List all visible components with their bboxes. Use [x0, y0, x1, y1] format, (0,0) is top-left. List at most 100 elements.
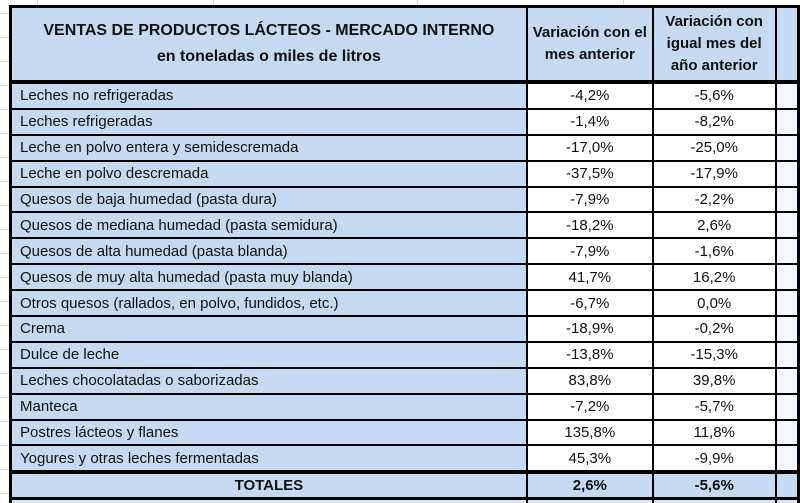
equivalents-yoy-cell[interactable]: -4,9%: [651, 497, 777, 503]
product-name-cell[interactable]: Yogures y otras leches fermentadas: [9, 444, 528, 474]
table-row: Otros quesos (rallados, en polvo, fundid…: [9, 289, 800, 318]
table-row: Leches refrigeradas -1,4% -8,2%: [9, 107, 800, 136]
col-header-line: igual mes del: [666, 35, 762, 53]
partial-header-cell: [774, 5, 800, 84]
totals-row: TOTALES 2,6% -5,6%: [9, 470, 800, 501]
col-header-line: año anterior: [670, 56, 758, 74]
equivalents-row: Ventas de Productos Lácteos en litros de…: [9, 497, 800, 503]
partial-cell: [774, 366, 800, 395]
yoy-value-cell[interactable]: -15,3%: [651, 340, 777, 369]
dairy-sales-table: VENTAS DE PRODUCTOS LÁCTEOS - MERCADO IN…: [9, 5, 800, 503]
product-name-cell[interactable]: Crema: [9, 315, 528, 343]
partial-cell: [774, 133, 800, 162]
product-name-cell[interactable]: Leches chocolatadas o saborizadas: [9, 366, 528, 395]
col-header-month-over-month[interactable]: Variación con el mes anterior: [525, 5, 654, 84]
table-title-cell[interactable]: VENTAS DE PRODUCTOS LÁCTEOS - MERCADO IN…: [9, 5, 528, 84]
col-header-line: mes anterior: [544, 46, 635, 63]
margin-gridline: [213, 0, 214, 5]
table-row: Leche en polvo entera y semidescremada -…: [9, 133, 800, 162]
equivalents-mom-cell[interactable]: -8,0%: [525, 497, 654, 503]
product-name-cell[interactable]: Quesos de alta humedad (pasta blanda): [9, 237, 528, 266]
table-row: Manteca -7,2% -5,7%: [9, 392, 800, 421]
partial-cell: [774, 185, 800, 214]
mom-value-cell[interactable]: -13,8%: [525, 340, 654, 369]
product-name-cell[interactable]: Otros quesos (rallados, en polvo, fundid…: [9, 289, 528, 318]
partial-cell: [774, 289, 800, 318]
table-row: Postres lácteos y flanes 135,8% 11,8%: [9, 418, 800, 447]
yoy-value-cell[interactable]: -9,9%: [651, 444, 777, 474]
mom-value-cell[interactable]: -7,9%: [525, 185, 654, 214]
margin-gridline: [623, 0, 624, 5]
partial-cell: [774, 263, 800, 292]
product-name-cell[interactable]: Leche en polvo entera y semidescremada: [9, 133, 528, 162]
partial-cell: [774, 211, 800, 240]
mom-value-cell[interactable]: -6,7%: [525, 289, 654, 318]
totals-mom-cell[interactable]: 2,6%: [525, 470, 654, 501]
table-row: Quesos de mediana humedad (pasta semidur…: [9, 211, 800, 240]
partial-cell: [774, 392, 800, 421]
table-title-line1: VENTAS DE PRODUCTOS LÁCTEOS - MERCADO IN…: [43, 22, 495, 40]
yoy-value-cell[interactable]: -5,7%: [651, 392, 777, 421]
table-row: Leche en polvo descremada -37,5% -17,9%: [9, 159, 800, 188]
mom-value-cell[interactable]: -18,9%: [525, 315, 654, 343]
partial-cell: [774, 470, 800, 501]
mom-value-cell[interactable]: -4,2%: [525, 81, 654, 110]
margin-gridline: [417, 0, 418, 5]
table-row: Leches no refrigeradas -4,2% -5,6%: [9, 81, 800, 110]
yoy-value-cell[interactable]: 39,8%: [651, 366, 777, 395]
totals-label-cell[interactable]: TOTALES: [9, 470, 528, 501]
product-name-cell[interactable]: Leches no refrigeradas: [9, 81, 528, 110]
yoy-value-cell[interactable]: 2,6%: [651, 211, 777, 240]
table-row: Quesos de baja humedad (pasta dura) -7,9…: [9, 185, 800, 214]
partial-cell: [774, 107, 800, 136]
yoy-value-cell[interactable]: -1,6%: [651, 237, 777, 266]
mom-value-cell[interactable]: -7,9%: [525, 237, 654, 266]
partial-cell: [774, 444, 800, 474]
partial-cell: [774, 81, 800, 110]
table-title-line2: en toneladas o miles de litros: [156, 48, 381, 65]
partial-cell: [774, 159, 800, 188]
col-header-year-over-year[interactable]: Variación con igual mes del año anterior: [651, 5, 777, 84]
equivalents-label-cell[interactable]: Ventas de Productos Lácteos en litros de…: [9, 497, 528, 503]
yoy-value-cell[interactable]: 11,8%: [651, 418, 777, 447]
partial-cell: [774, 237, 800, 266]
product-name-cell[interactable]: Quesos de mediana humedad (pasta semidur…: [9, 211, 528, 240]
product-name-cell[interactable]: Quesos de muy alta humedad (pasta muy bl…: [9, 263, 528, 292]
mom-value-cell[interactable]: -1,4%: [525, 107, 654, 136]
margin-gridline: [37, 0, 38, 5]
mom-value-cell[interactable]: -37,5%: [525, 159, 654, 188]
mom-value-cell[interactable]: 45,3%: [525, 444, 654, 474]
table-header-row: VENTAS DE PRODUCTOS LÁCTEOS - MERCADO IN…: [9, 5, 800, 84]
yoy-value-cell[interactable]: -8,2%: [651, 107, 777, 136]
mom-value-cell[interactable]: -18,2%: [525, 211, 654, 240]
table-row: Leches chocolatadas o saborizadas 83,8% …: [9, 366, 800, 395]
product-name-cell[interactable]: Quesos de baja humedad (pasta dura): [9, 185, 528, 214]
partial-cell: [774, 418, 800, 447]
totals-yoy-cell[interactable]: -5,6%: [651, 470, 777, 501]
yoy-value-cell[interactable]: -0,2%: [651, 315, 777, 343]
yoy-value-cell[interactable]: -25,0%: [651, 133, 777, 162]
yoy-value-cell[interactable]: 0,0%: [651, 289, 777, 318]
product-name-cell[interactable]: Dulce de leche: [9, 340, 528, 369]
partial-cell: [774, 497, 800, 503]
left-margin-gridlines: [0, 0, 9, 503]
table-row: Crema -18,9% -0,2%: [9, 315, 800, 343]
yoy-value-cell[interactable]: -5,6%: [651, 81, 777, 110]
yoy-value-cell[interactable]: -2,2%: [651, 185, 777, 214]
col-header-line: Variación con: [665, 13, 763, 31]
product-name-cell[interactable]: Leches refrigeradas: [9, 107, 528, 136]
product-name-cell[interactable]: Manteca: [9, 392, 528, 421]
table-row: Quesos de muy alta humedad (pasta muy bl…: [9, 263, 800, 292]
mom-value-cell[interactable]: 41,7%: [525, 263, 654, 292]
col-header-line: Variación con el: [532, 24, 647, 42]
product-name-cell[interactable]: Postres lácteos y flanes: [9, 418, 528, 447]
yoy-value-cell[interactable]: -17,9%: [651, 159, 777, 188]
mom-value-cell[interactable]: -17,0%: [525, 133, 654, 162]
table-row: Quesos de alta humedad (pasta blanda) -7…: [9, 237, 800, 266]
table-row: Dulce de leche -13,8% -15,3%: [9, 340, 800, 369]
yoy-value-cell[interactable]: 16,2%: [651, 263, 777, 292]
product-name-cell[interactable]: Leche en polvo descremada: [9, 159, 528, 188]
mom-value-cell[interactable]: 83,8%: [525, 366, 654, 395]
mom-value-cell[interactable]: 135,8%: [525, 418, 654, 447]
mom-value-cell[interactable]: -7,2%: [525, 392, 654, 421]
